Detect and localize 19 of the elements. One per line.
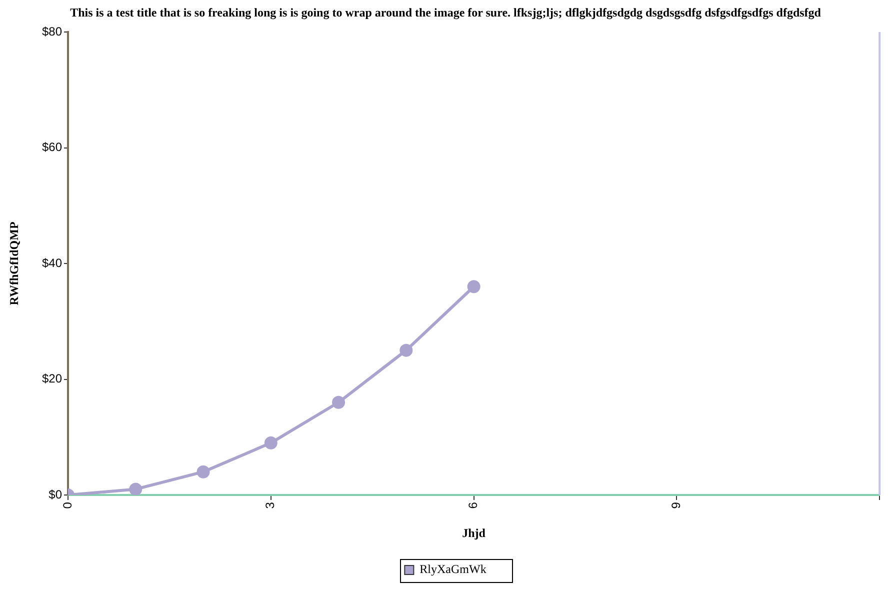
y-tick-label: $60	[42, 140, 62, 154]
point	[467, 280, 480, 294]
x-tick-label: 0	[60, 502, 74, 509]
y-tick-label: $20	[42, 372, 62, 386]
y-tick-label: $80	[42, 24, 62, 38]
y-tick-label: $40	[42, 256, 62, 270]
point	[332, 396, 346, 409]
x-axis-title: Jhjd	[462, 526, 486, 540]
y-axis-title: RWfhGfIdQMP	[7, 222, 22, 306]
point	[129, 482, 142, 495]
point	[264, 436, 278, 450]
x-tick-label: 9	[669, 502, 684, 509]
point	[196, 465, 210, 478]
legend-label: RlyXaGmWk	[420, 562, 486, 576]
chart-title: This is a test title that is so freaking long is is going to wrap around the image for sure. lfksjg;ljs; dflgkjdfgsdgdg dsgdsgsdfg dsfgsdfgsdfgs dfgdsfgd	[70, 5, 822, 20]
x-tick-label: 3	[263, 502, 278, 509]
y-tick-label: $0	[48, 487, 62, 502]
x-tick-label: 6	[466, 502, 480, 509]
point	[400, 344, 413, 357]
